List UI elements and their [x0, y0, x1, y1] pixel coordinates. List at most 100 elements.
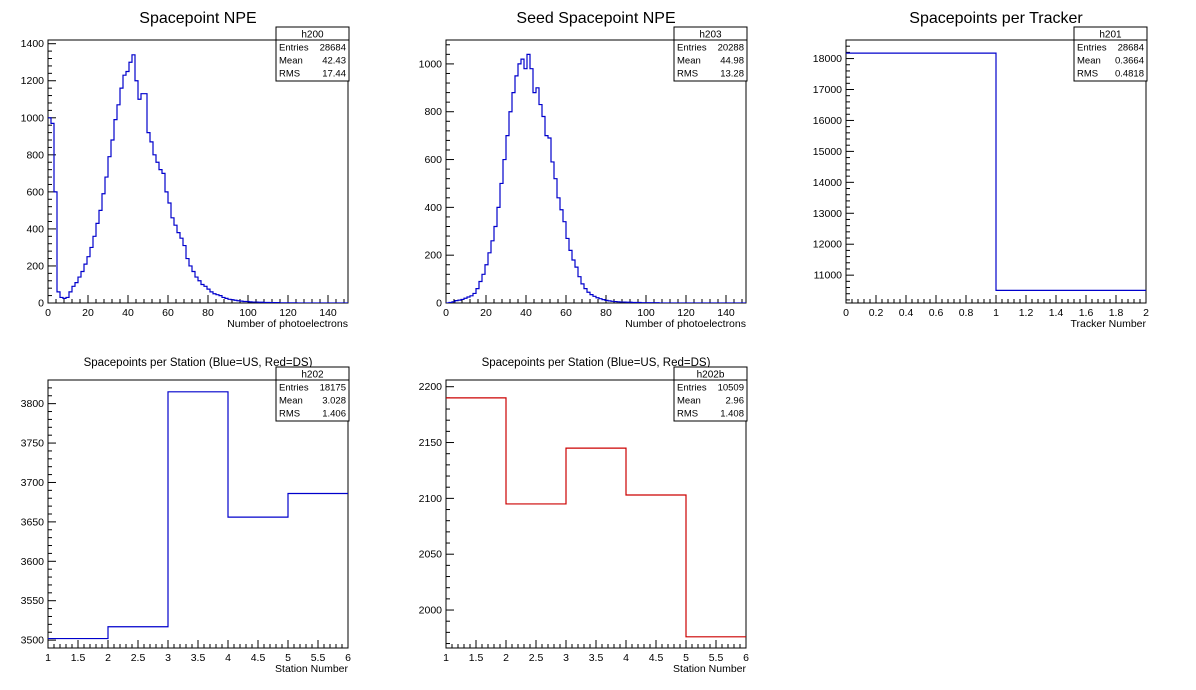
x-tick-label: 140 — [717, 307, 735, 319]
y-tick-label: 13000 — [813, 208, 842, 220]
plot-frame — [47, 39, 349, 304]
stats-mean-value: 42.43 — [322, 56, 346, 67]
y-tick-label: 3650 — [21, 516, 45, 528]
x-tick-label: 80 — [202, 307, 214, 319]
x-tick-label: 1.8 — [1109, 307, 1124, 319]
stats-entries-value: 20288 — [718, 43, 744, 54]
x-tick-label: 3.5 — [589, 652, 604, 664]
x-tick-label: 1.5 — [71, 652, 86, 664]
histogram-pad: Spacepoints per Station (Blue=US, Red=DS… — [21, 357, 351, 675]
x-axis-label: Station Number — [275, 663, 348, 675]
histogram-series — [446, 397, 746, 638]
stats-box: h202b Entries 10509 Mean 2.96 RMS 1.408 — [673, 366, 748, 422]
stats-name: h202b — [697, 370, 725, 381]
y-tick-label: 200 — [424, 250, 442, 262]
stats-rms-value: 1.406 — [322, 409, 346, 420]
y-tick-label: 400 — [424, 202, 442, 214]
stats-entries-label: Entries — [279, 43, 309, 54]
x-tick-label: 1.4 — [1049, 307, 1064, 319]
stats-entries-value: 28684 — [1118, 43, 1144, 54]
stats-entries-label: Entries — [677, 43, 707, 54]
x-tick-label: 20 — [82, 307, 94, 319]
x-tick-label: 120 — [677, 307, 695, 319]
histogram-pad: Spacepoints per Station (Blue=US, Red=DS… — [419, 357, 749, 675]
stats-box-frame — [673, 26, 748, 82]
x-tick-label: 40 — [520, 307, 532, 319]
stats-rms-label: RMS — [279, 69, 300, 80]
x-axis-label: Station Number — [673, 663, 746, 675]
y-tick-label: 16000 — [813, 115, 842, 127]
y-tick-label: 3550 — [21, 595, 45, 607]
stats-rms-value: 13.28 — [720, 69, 744, 80]
histogram-series — [48, 391, 348, 640]
x-tick-label: 4 — [225, 652, 231, 664]
stats-box-frame — [275, 26, 350, 82]
x-tick-label: 0.2 — [869, 307, 884, 319]
x-tick-label: 2 — [1143, 307, 1149, 319]
x-tick-label: 4.5 — [649, 652, 664, 664]
stats-name: h202 — [301, 370, 324, 381]
y-tick-label: 600 — [424, 154, 442, 166]
x-tick-label: 100 — [239, 307, 257, 319]
x-tick-label: 60 — [560, 307, 572, 319]
stats-mean-label: Mean — [1077, 56, 1101, 67]
y-tick-label: 18000 — [813, 53, 842, 65]
y-tick-label: 3700 — [21, 477, 45, 489]
y-tick-label: 400 — [26, 223, 44, 235]
stats-mean-value: 0.3664 — [1115, 56, 1144, 67]
histogram-series — [48, 54, 348, 303]
y-tick-label: 1200 — [21, 75, 45, 87]
x-tick-label: 6 — [345, 652, 351, 664]
chart-title: Spacepoints per Station (Blue=US, Red=DS… — [84, 357, 313, 369]
stats-name: h201 — [1099, 30, 1122, 41]
x-tick-label: 0 — [45, 307, 51, 319]
y-tick-label: 800 — [26, 149, 44, 161]
y-tick-label: 3750 — [21, 438, 45, 450]
stats-box: h200 Entries 28684 Mean 42.43 RMS 17.44 — [275, 26, 350, 82]
histogram-pad: Spacepoints per Tracker 0 0.2 0.4 0.6 0.8 1 1.2… — [813, 10, 1149, 330]
plot-frame — [445, 39, 747, 304]
x-tick-label: 120 — [279, 307, 297, 319]
x-tick-label: 1.2 — [1019, 307, 1034, 319]
x-tick-label: 5 — [285, 652, 291, 664]
x-tick-label: 2 — [105, 652, 111, 664]
y-tick-label: 2150 — [419, 437, 443, 449]
x-axis-label: Tracker Number — [1071, 318, 1147, 330]
histogram-series — [846, 52, 1146, 291]
y-tick-label: 0 — [436, 298, 442, 310]
y-tick-label: 3800 — [21, 398, 45, 410]
stats-box-frame — [673, 366, 748, 422]
stats-box: h202 Entries 18175 Mean 3.028 RMS 1.406 — [275, 366, 350, 422]
x-tick-label: 0.8 — [959, 307, 974, 319]
stats-mean-value: 3.028 — [322, 396, 346, 407]
chart-title: Spacepoints per Tracker — [909, 10, 1083, 27]
stats-box-frame — [1073, 26, 1148, 82]
stats-entries-label: Entries — [279, 383, 309, 394]
chart-title: Spacepoints per Station (Blue=US, Red=DS… — [482, 357, 711, 369]
y-tick-label: 200 — [26, 260, 44, 272]
stats-entries-value: 10509 — [718, 383, 744, 394]
stats-entries-value: 28684 — [320, 43, 346, 54]
y-tick-label: 2200 — [419, 381, 443, 393]
stats-mean-label: Mean — [677, 56, 701, 67]
stats-mean-label: Mean — [677, 396, 701, 407]
y-tick-label: 2100 — [419, 493, 443, 505]
x-tick-label: 2.5 — [529, 652, 544, 664]
stats-rms-value: 0.4818 — [1115, 69, 1144, 80]
histogram-pad: Seed Spacepoint NPE 0 20 40 60 80 100 120 140 0 20… — [419, 10, 748, 330]
stats-mean-label: Mean — [279, 396, 303, 407]
x-tick-label: 4.5 — [251, 652, 266, 664]
stats-rms-label: RMS — [677, 409, 698, 420]
stats-rms-value: 1.408 — [720, 409, 744, 420]
x-axis-label: Number of photoelectrons — [227, 318, 348, 330]
chart-title: Spacepoint NPE — [139, 10, 256, 27]
y-tick-label: 1400 — [21, 38, 45, 50]
y-tick-label: 12000 — [813, 239, 842, 251]
x-tick-label: 0 — [843, 307, 849, 319]
x-tick-label: 1 — [993, 307, 999, 319]
y-tick-label: 3600 — [21, 556, 45, 568]
stats-entries-label: Entries — [677, 383, 707, 394]
stats-box: h201 Entries 28684 Mean 0.3664 RMS 0.4818 — [1073, 26, 1148, 82]
x-tick-label: 5 — [683, 652, 689, 664]
